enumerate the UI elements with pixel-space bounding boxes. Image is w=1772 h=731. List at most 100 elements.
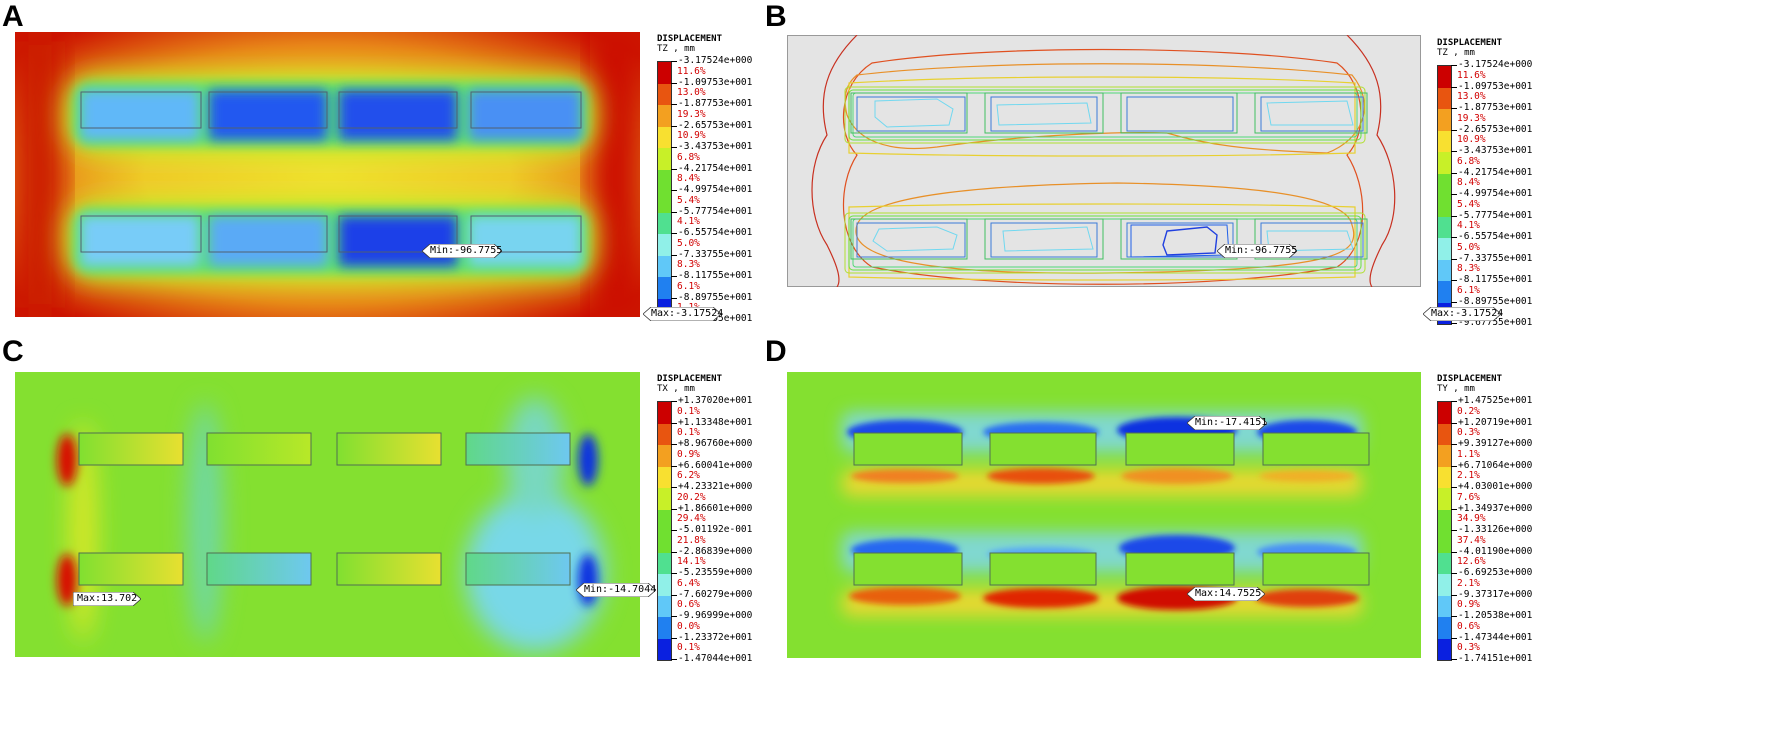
max-marker-b: Max:-3.17524 [1423,307,1503,321]
legend-tick [671,125,677,127]
legend-title: DISPLACEMENT [1437,38,1503,48]
contour-plot-b [787,35,1421,287]
legend-value: -1.47344e+001 [1458,631,1533,643]
legend-tick [1451,401,1457,402]
legend-value: +6.71064e+000 [1458,459,1533,471]
legend-percent: 8.3% [677,259,700,271]
legend-tick [1451,465,1457,467]
legend-tick [1451,637,1457,639]
legend-title: DISPLACEMENT [657,34,723,44]
legend-percent: 14.1% [677,556,706,568]
panel-label-d: D [765,335,787,368]
legend-value: +1.34937e+000 [1458,502,1533,514]
max-marker-text: Max:-3.17524 [651,308,724,319]
legend-value: -9.37317e+000 [1458,588,1533,600]
legend-value: -8.89755e+001 [1458,295,1533,307]
legend-percent: 10.9% [677,130,706,142]
legend-rows: +1.37020e+001 +1.13348e+001 +8.96760e+000 +… [657,395,797,671]
legend-percent: 0.9% [1457,599,1480,611]
legend-tick [671,465,677,467]
legend-title: DISPLACEMENT [1437,374,1503,384]
color-band [1438,574,1451,596]
legend-percent: 6.8% [1457,155,1480,167]
color-scale-bar [657,401,672,661]
legend-percent: 10.9% [1457,134,1486,146]
color-band [1438,152,1451,174]
legend-percent: 20.2% [677,491,706,503]
color-scale-bar [1437,65,1452,325]
legend-value: -2.65753e+001 [1458,123,1533,135]
color-band [1438,281,1451,303]
legend-percent: 0.6% [1457,620,1480,632]
legend-tick [1451,551,1457,553]
legend-value: +9.39127e+000 [1458,438,1533,449]
legend-tick [671,401,677,402]
legend-tick [1451,129,1457,131]
color-band [658,445,671,467]
legend-tick [671,659,677,660]
legend-value: +4.03001e+000 [1458,481,1533,492]
legend-tick [1451,422,1457,424]
legend-tick [671,211,677,213]
legend-percent: 0.6% [677,599,700,611]
legend-value: -5.23559e+000 [678,567,753,578]
legend-percent: 13.0% [1457,91,1486,103]
legend-value: -7.60279e+000 [678,588,753,600]
legend-tick [1451,594,1457,596]
legend-value: -1.09753e+001 [678,76,753,88]
legend-subtitle: TY , mm [1437,384,1475,394]
legend-tick [1451,194,1457,195]
legend-subtitle: TZ , mm [1437,48,1475,58]
contour-plot-c [15,372,640,657]
legend-percent: 0.1% [677,405,700,417]
legend-tick [1451,659,1457,660]
legend-percent: 11.6% [677,65,706,77]
legend-rows: -3.17524e+000 -1.09753e+001 -1.87753e+001 -… [657,55,797,331]
min-marker-c: Min:-14.7044 [576,583,656,597]
color-band [1438,130,1451,152]
color-band [658,126,671,148]
legend-tick [671,190,677,191]
panel-label-b: B [765,0,787,33]
legend-value: -2.86839e+000 [678,545,753,557]
legend-percent: 4.1% [677,216,700,228]
legend-tick [1451,444,1457,445]
legend-percent: 5.0% [1457,241,1480,253]
color-band [658,423,671,445]
legend-tick [671,422,677,424]
legend-tick [671,276,677,277]
color-band [658,638,671,660]
legend-tick [671,147,677,148]
legend-tick [1451,151,1457,152]
legend-percent: 0.3% [1457,642,1480,654]
legend-title: DISPLACEMENT [657,374,723,384]
legend-value: -3.43753e+001 [678,141,753,152]
panel-label-c: C [2,335,24,368]
legend-value: -7.33755e+001 [678,248,753,260]
legend-c: DISPLACEMENT TX , mm +1.37020e+001 +1.133… [657,374,797,664]
color-band [658,277,671,299]
legend-percent: 6.8% [677,151,700,163]
legend-value: +8.96760e+000 [678,438,753,449]
legend-tick [671,530,677,531]
color-band [658,488,671,510]
legend-tick [1451,323,1457,324]
color-band [658,148,671,170]
legend-tick [671,444,677,445]
legend-d: DISPLACEMENT TY , mm +1.47525e+001 +1.207… [1437,374,1577,664]
legend-tick [1451,108,1457,109]
min-marker-text: Min:-96.7755 [430,245,503,256]
legend-percent: 6.4% [677,577,700,589]
max-marker-text: Max:-3.17524 [1431,308,1504,319]
legend-value: +1.37020e+001 [678,395,753,406]
color-scale-bar [1437,401,1452,661]
legend-percent: 12.6% [1457,556,1486,568]
legend-tick [671,61,677,62]
legend-percent: 0.0% [677,620,700,632]
legend-percent: 34.9% [1457,513,1486,525]
legend-value: -3.17524e+000 [1458,59,1533,70]
legend-percent: 5.4% [1457,198,1480,210]
color-band [1438,423,1451,445]
color-band [658,105,671,127]
max-marker-text: Max:14.7525 [1195,588,1262,599]
